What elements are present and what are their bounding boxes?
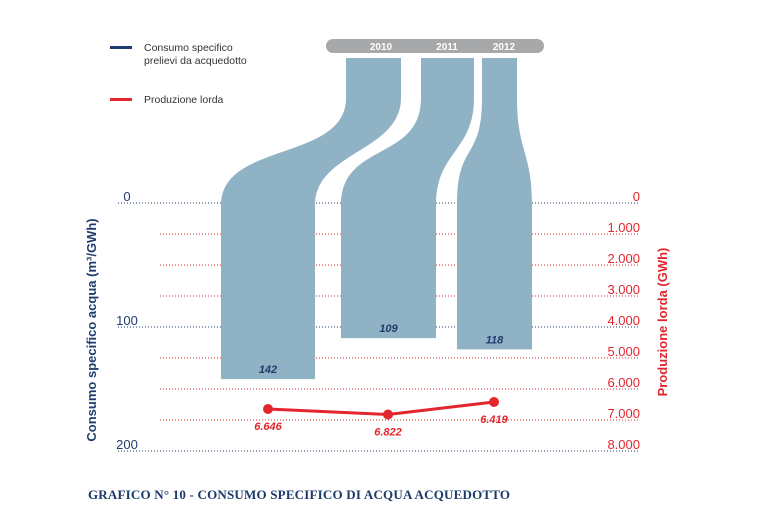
right-tick-label: 3.000 — [607, 282, 640, 297]
left-tick-label: 100 — [116, 313, 138, 328]
production-point — [489, 396, 499, 407]
bar-value-label: 109 — [379, 323, 398, 335]
bar-2010 — [221, 58, 401, 380]
left-tick-label: 200 — [116, 437, 138, 452]
production-point — [263, 404, 273, 415]
right-axis-title: Produzione lorda (GWh) — [655, 248, 670, 397]
year-label: 2010 — [370, 42, 393, 53]
legend-swatch — [110, 98, 132, 101]
right-tick-label: 6.000 — [607, 375, 640, 390]
right-tick-label: 2.000 — [607, 251, 640, 266]
right-tick-label: 1.000 — [607, 220, 640, 235]
production-value-label: 6.419 — [480, 414, 508, 426]
year-label: 2012 — [493, 42, 516, 53]
bar-2011 — [341, 58, 474, 339]
axes: 0 100 200 Consumo specifico acqua (m³/GWh) 0… — [84, 189, 670, 452]
year-label: 2011 — [436, 42, 458, 53]
legend-label: Produzione lorda — [144, 94, 224, 106]
right-tick-label: 8.000 — [607, 437, 640, 452]
year-header-bar — [326, 39, 544, 53]
production-value-label: 6.646 — [254, 421, 282, 433]
bars: 142 109 118 — [221, 58, 532, 380]
legend-label: prelievi da acquedotto — [144, 55, 247, 67]
right-tick-label: 5.000 — [607, 344, 640, 359]
chart-caption: GRAFICO N° 10 - CONSUMO SPECIFICO DI ACQ… — [88, 487, 511, 502]
legend-swatch — [110, 46, 132, 49]
right-tick-label: 0 — [633, 189, 640, 204]
left-tick-label: 0 — [123, 189, 130, 204]
bar-value-label: 118 — [486, 334, 504, 346]
production-value-label: 6.822 — [374, 426, 402, 438]
production-line-path — [267, 400, 495, 416]
right-tick-label: 4.000 — [607, 313, 640, 328]
right-tick-label: 7.000 — [607, 406, 640, 421]
bar-value-label: 142 — [259, 364, 277, 376]
production-line: 6.646 6.822 6.419 — [254, 396, 509, 438]
bar-2012 — [457, 58, 532, 350]
production-point — [383, 409, 393, 420]
year-header: 2010 2011 2012 — [326, 39, 544, 53]
left-axis-title: Consumo specifico acqua (m³/GWh) — [84, 218, 99, 441]
legend-label: Consumo specifico — [144, 42, 233, 54]
